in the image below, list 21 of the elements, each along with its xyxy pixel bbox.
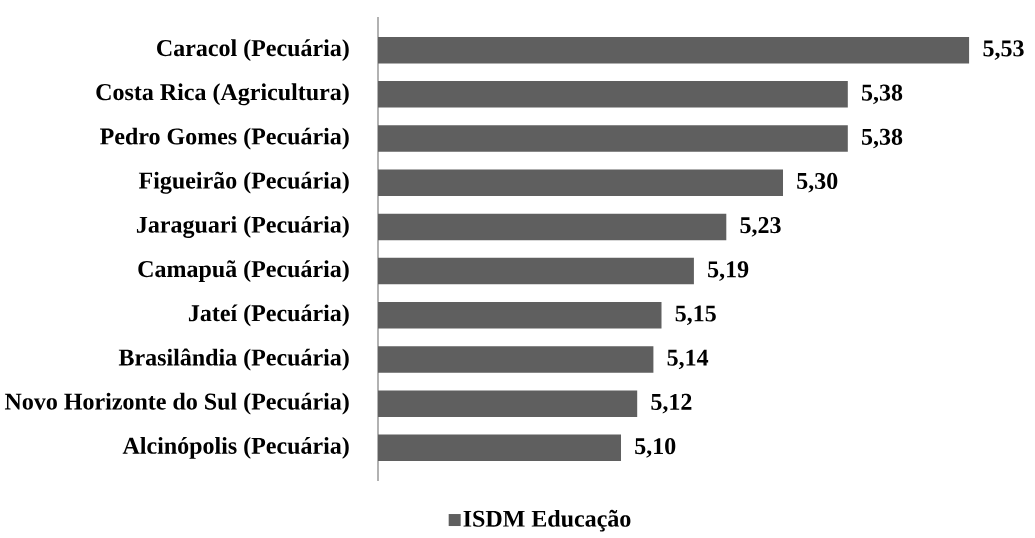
- data-label: 5,19: [708, 261, 749, 281]
- data-label: 5,38: [861, 128, 903, 149]
- data-label: 5,10: [635, 438, 676, 458]
- y-tick-label: Jaraguari (Pecuária): [136, 215, 349, 238]
- y-tick-label: Novo Horizonte do Sul (Pecuária): [4, 392, 349, 415]
- data-label: 5,30: [797, 172, 838, 193]
- data-label: 5,23: [740, 217, 781, 237]
- data-label: 5,14: [667, 349, 709, 370]
- y-tick-label: Brasilândia (Pecuária): [118, 348, 349, 371]
- data-label: 5,12: [651, 393, 692, 414]
- data-label: 5,15: [675, 305, 716, 326]
- y-tick-label: Caracol (Pecuária): [157, 39, 349, 62]
- data-label: 5,38: [861, 84, 903, 105]
- data-label: 5,53: [983, 40, 1024, 60]
- y-tick-label: Costa Rica (Agricultura): [96, 83, 349, 106]
- y-tick-label: Alcinópolis (Pecuária): [122, 436, 349, 459]
- y-tick-label: Figueirão (Pecuária): [138, 171, 349, 194]
- y-tick-label: Pedro Gomes (Pecuária): [100, 127, 349, 150]
- y-tick-label: Jateí (Pecuária): [188, 304, 349, 327]
- y-tick-label: Camapuã (Pecuária): [138, 260, 349, 283]
- legend-label: ISDM Educação: [463, 509, 631, 532]
